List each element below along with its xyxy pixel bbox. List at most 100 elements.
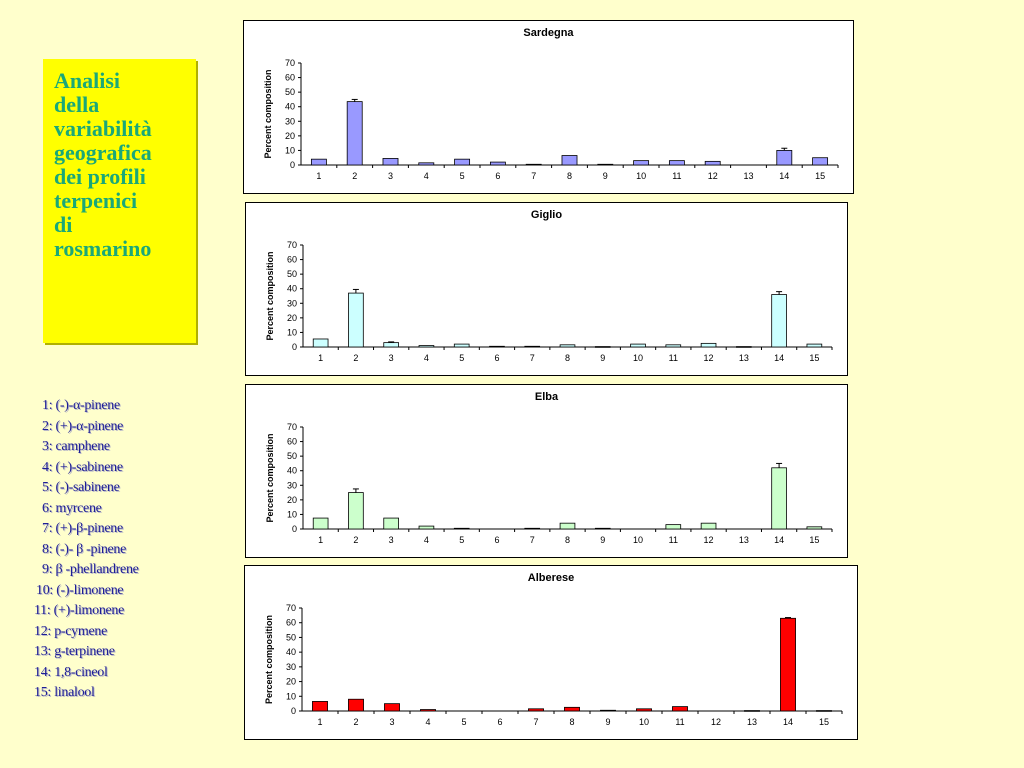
legend-item: 2: (+)-α-pinene (42, 418, 124, 434)
bar (668, 160, 685, 166)
bar (348, 492, 364, 530)
x-tick-label: 13 (747, 717, 757, 727)
x-tick-label: 10 (633, 353, 643, 363)
x-tick-label: 7 (530, 535, 535, 545)
legend-item: 9: β -phellandrene (42, 562, 139, 577)
bar (594, 527, 611, 530)
x-tick-label: 6 (494, 353, 499, 363)
y-tick-label: 60 (285, 73, 295, 83)
y-tick-label: 40 (285, 102, 295, 112)
bar (630, 343, 646, 348)
y-tick-label: 0 (291, 706, 296, 716)
x-tick-label: 3 (389, 535, 394, 545)
x-tick-label: 5 (460, 171, 465, 181)
x-tick-label: 8 (567, 171, 572, 181)
x-tick-label: 15 (809, 353, 819, 363)
x-tick-label: 14 (779, 171, 789, 181)
x-tick-label: 9 (600, 535, 605, 545)
title-box: Analisi della variabilità geografica dei… (43, 59, 196, 343)
title-line: variabilità (54, 116, 152, 141)
x-tick-label: 8 (569, 717, 574, 727)
bar (312, 338, 329, 348)
x-tick-label: 3 (388, 171, 393, 181)
y-tick-label: 70 (287, 422, 297, 432)
x-tick-label: 2 (352, 171, 357, 181)
y-tick-label: 60 (287, 255, 297, 265)
y-tick-label: 0 (290, 160, 295, 170)
y-axis-label: Percent composition (265, 251, 275, 340)
x-tick-label: 11 (675, 717, 684, 727)
bar (524, 527, 541, 530)
x-tick-label: 2 (353, 535, 358, 545)
compound-legend: 1: (-)-α-pinene 2: (+)-α-pinene 3: camph… (34, 396, 234, 704)
y-tick-label: 40 (287, 284, 297, 294)
y-axis-label: Percent composition (264, 615, 274, 704)
chart-panel-0: Sardegna 0 10 20 30 40 50 60 70 Percent composit… (243, 20, 854, 194)
x-tick-label: 1 (316, 171, 321, 181)
y-tick-label: 30 (285, 116, 295, 126)
x-tick-label: 12 (708, 171, 718, 181)
y-tick-label: 10 (287, 327, 297, 337)
legend-item: 13: g-terpinene (34, 644, 115, 659)
x-tick-label: 10 (633, 535, 643, 545)
title-line: geografica (54, 140, 152, 165)
y-tick-label: 0 (292, 524, 297, 534)
x-tick-label: 6 (495, 171, 500, 181)
chart-panel-1: Giglio 0 10 20 30 40 50 60 70 Percent compositio… (245, 202, 848, 376)
legend-item: 5: (-)-sabinene (42, 480, 120, 495)
bar (771, 294, 787, 348)
title-line: della (54, 92, 100, 117)
x-tick-label: 4 (425, 717, 430, 727)
x-tick-label: 10 (639, 717, 649, 727)
y-tick-label: 20 (287, 495, 297, 505)
x-tick-label: 9 (603, 171, 608, 181)
x-tick-label: 4 (424, 535, 429, 545)
x-tick-label: 3 (389, 717, 394, 727)
y-tick-label: 40 (286, 647, 296, 657)
bar (454, 158, 471, 166)
bar (665, 344, 682, 348)
bar (312, 701, 328, 712)
x-tick-label: 13 (739, 353, 749, 363)
bar (453, 343, 470, 348)
bar (594, 346, 611, 348)
bar (383, 342, 399, 348)
chart-title: Giglio (530, 209, 563, 221)
x-tick-label: 4 (424, 171, 429, 181)
chart-panel-2: Elba 0 10 20 30 40 50 60 70 Percent composition 1… (245, 384, 848, 558)
legend-item: 1: (-)-α-pinene (42, 398, 120, 413)
bar (418, 345, 435, 348)
bar (453, 527, 470, 530)
x-tick-label: 12 (704, 535, 714, 545)
bar (771, 467, 787, 530)
bar (776, 150, 793, 166)
bar (384, 703, 400, 712)
y-tick-label: 60 (286, 618, 296, 628)
x-tick-label: 15 (815, 171, 825, 181)
y-axis-label: Percent composition (263, 69, 273, 158)
x-tick-label: 1 (318, 353, 323, 363)
y-tick-label: 50 (287, 451, 297, 461)
y-tick-label: 0 (292, 342, 297, 352)
y-tick-label: 70 (287, 240, 297, 250)
x-tick-label: 11 (672, 171, 681, 181)
title-line: rosmarino (54, 236, 152, 261)
y-tick-label: 10 (285, 145, 295, 155)
bar (525, 163, 542, 166)
y-tick-label: 10 (286, 691, 296, 701)
bar (812, 157, 829, 166)
legend-item: 10: (-)-limonene (36, 582, 124, 598)
title-line: terpenici (54, 188, 138, 213)
bar (780, 617, 796, 712)
x-tick-label: 5 (461, 717, 466, 727)
chart-title: Sardegna (523, 27, 574, 39)
bar (383, 517, 399, 530)
y-tick-label: 20 (286, 677, 296, 687)
x-tick-label: 7 (533, 717, 538, 727)
legend-item: 15: linalool (34, 685, 95, 700)
title-line: Analisi (54, 68, 121, 93)
bar (564, 706, 580, 712)
y-tick-label: 50 (285, 87, 295, 97)
